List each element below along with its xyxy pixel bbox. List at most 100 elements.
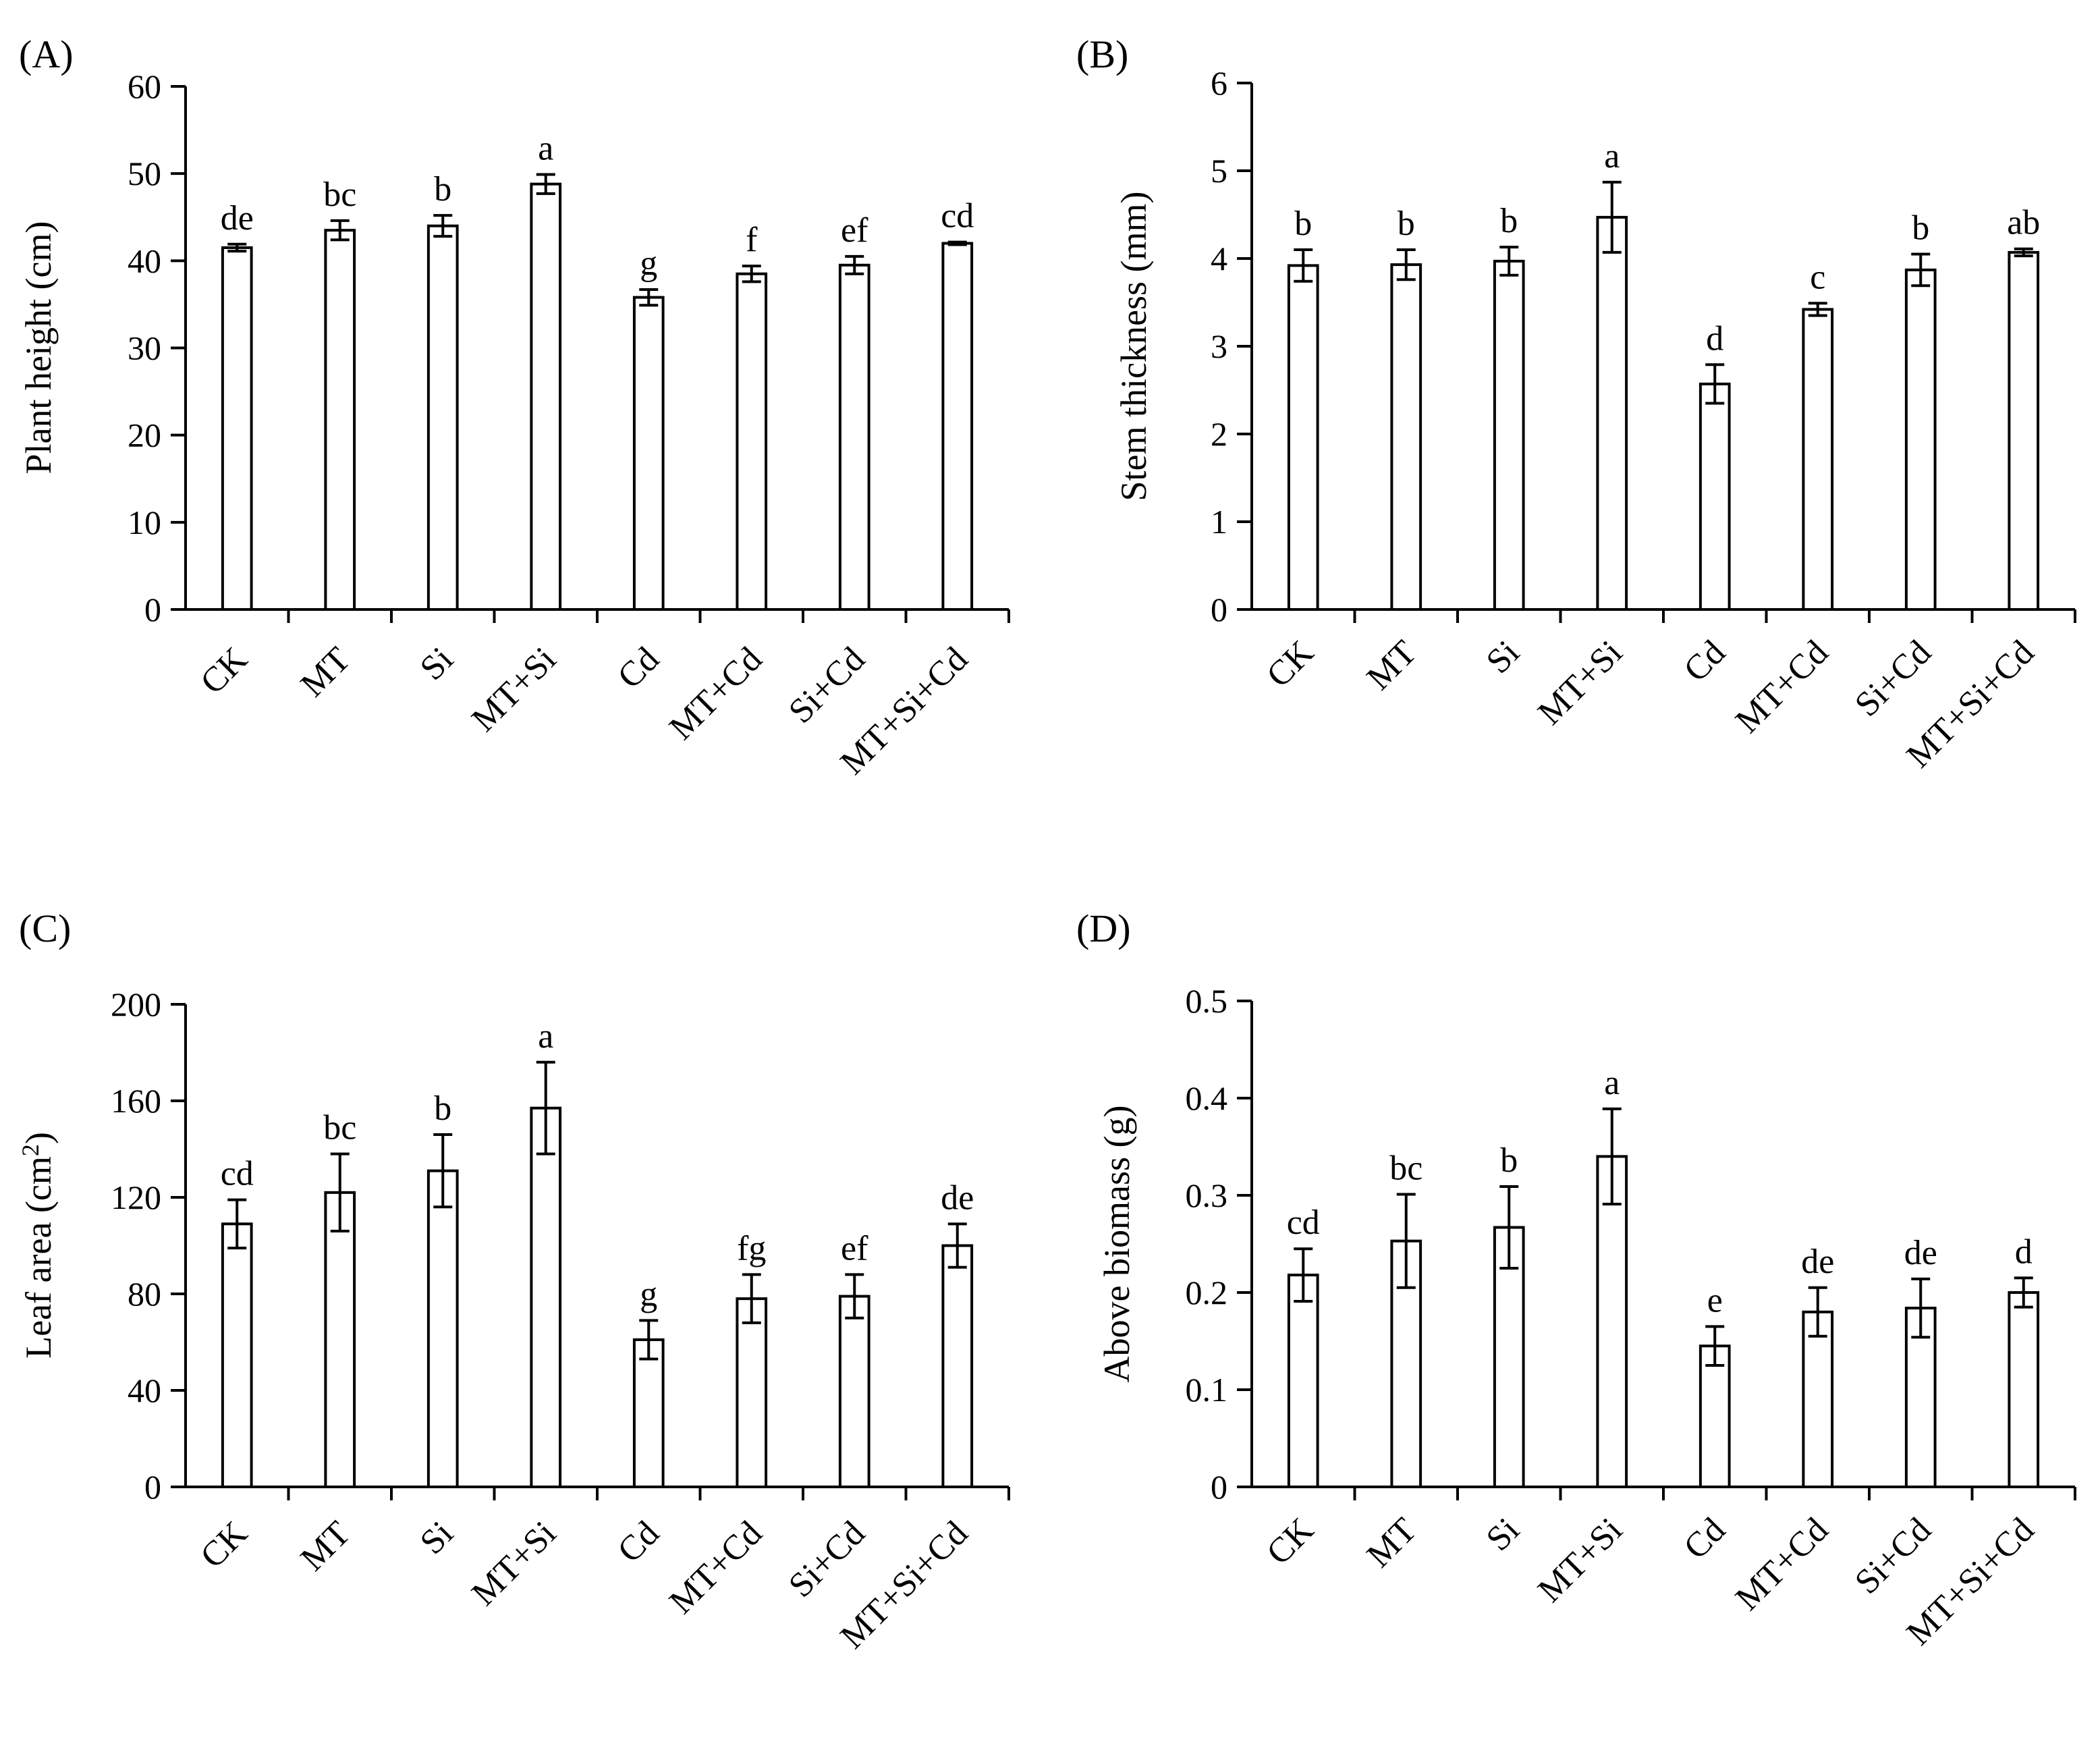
y-axis-label-text: Plant height (cm) bbox=[18, 221, 59, 474]
panel-label: (A) bbox=[19, 32, 74, 76]
category-label: Si+Cd bbox=[781, 1514, 873, 1605]
bar bbox=[426, 1169, 459, 1489]
bar bbox=[530, 1106, 562, 1488]
category-label: Cd bbox=[1677, 1511, 1733, 1567]
bar bbox=[324, 229, 356, 611]
y-tick-label: 40 bbox=[128, 1371, 161, 1409]
category-label: Si bbox=[413, 640, 461, 688]
bar bbox=[736, 1297, 768, 1489]
significance-letter: b bbox=[1500, 1141, 1518, 1180]
bar bbox=[2008, 1291, 2040, 1488]
category-label: MT+Si bbox=[1530, 1511, 1630, 1610]
category-label: Cd bbox=[611, 1514, 667, 1570]
y-tick-label: 2 bbox=[1211, 415, 1227, 453]
y-axis-label-text: Above biomass (g) bbox=[1097, 1106, 1137, 1383]
significance-letter: bc bbox=[323, 1109, 356, 1147]
y-tick-label: 0.1 bbox=[1186, 1371, 1228, 1409]
category-label: MT+Si bbox=[1530, 633, 1630, 732]
significance-letter: b bbox=[1912, 209, 1929, 248]
significance-letter: g bbox=[640, 1275, 657, 1313]
y-tick-label: 0 bbox=[144, 1468, 161, 1506]
significance-letter: ef bbox=[841, 211, 868, 250]
category-label: CK bbox=[193, 640, 255, 702]
y-tick-label: 0.2 bbox=[1186, 1274, 1228, 1311]
bar bbox=[426, 224, 459, 611]
bar bbox=[221, 1222, 253, 1488]
bar bbox=[1904, 268, 1937, 611]
category-label: MT bbox=[294, 640, 358, 704]
significance-letter: ab bbox=[2007, 204, 2040, 242]
significance-letter: de bbox=[1801, 1243, 1834, 1281]
category-label: MT+Cd bbox=[662, 640, 769, 747]
bar bbox=[1493, 259, 1525, 611]
significance-letter: b bbox=[1294, 205, 1312, 243]
y-tick-label: 5 bbox=[1211, 152, 1227, 190]
y-axis-label-text: Leaf area (cm bbox=[18, 1156, 59, 1359]
bar bbox=[838, 263, 871, 611]
bar bbox=[1802, 1310, 1834, 1489]
significance-letter: bc bbox=[323, 175, 356, 214]
panel-label: (D) bbox=[1076, 906, 1131, 950]
y-tick-label: 20 bbox=[128, 416, 161, 454]
significance-letter: d bbox=[2015, 1232, 2033, 1271]
y-tick-label: 1 bbox=[1211, 503, 1227, 541]
bar bbox=[632, 296, 665, 611]
bar bbox=[1596, 215, 1628, 611]
significance-letter: de bbox=[941, 1178, 974, 1217]
panel-label: (C) bbox=[19, 906, 71, 950]
category-label: Si+Cd bbox=[1848, 1511, 1939, 1602]
chart-panel-3: (C) 0 40 80 120 160 200 Leaf area (cm2) cd CK bc MT… bbox=[17, 906, 1010, 1656]
y-tick-label: 0 bbox=[1211, 591, 1227, 628]
bar bbox=[1596, 1155, 1628, 1489]
category-label: MT bbox=[1360, 1511, 1424, 1575]
y-tick-label: 160 bbox=[111, 1082, 161, 1120]
y-axis-label-superscript: 2 bbox=[17, 1144, 44, 1156]
significance-letter: cd bbox=[221, 1155, 254, 1193]
category-label: Si bbox=[413, 1514, 461, 1562]
significance-letter: a bbox=[538, 1017, 553, 1056]
category-label: Si bbox=[1479, 633, 1527, 681]
y-tick-label: 0.3 bbox=[1186, 1176, 1228, 1214]
bar bbox=[2008, 250, 2040, 611]
bar bbox=[221, 246, 253, 611]
y-axis-label-tail: ) bbox=[18, 1132, 59, 1144]
significance-letter: b bbox=[1398, 205, 1415, 243]
y-tick-label: 0 bbox=[144, 591, 161, 628]
y-tick-label: 6 bbox=[1211, 64, 1227, 102]
category-label: Cd bbox=[611, 640, 667, 696]
significance-letter: d bbox=[1706, 319, 1723, 358]
significance-letter: ef bbox=[841, 1229, 868, 1268]
bar bbox=[1698, 382, 1731, 611]
y-tick-label: 0.5 bbox=[1186, 982, 1228, 1020]
significance-letter: cd bbox=[1287, 1203, 1320, 1242]
bar bbox=[1698, 1344, 1731, 1488]
y-tick-label: 30 bbox=[128, 329, 161, 367]
y-tick-label: 10 bbox=[128, 504, 161, 541]
y-tick-label: 0 bbox=[1211, 1468, 1227, 1506]
y-tick-label: 120 bbox=[111, 1178, 161, 1216]
bar bbox=[1287, 1274, 1319, 1488]
bar bbox=[632, 1338, 665, 1489]
y-tick-label: 3 bbox=[1211, 327, 1227, 365]
category-label: MT bbox=[294, 1514, 358, 1578]
category-label: CK bbox=[193, 1514, 255, 1576]
y-tick-label: 50 bbox=[128, 155, 161, 192]
y-axis-label: Plant height (cm) bbox=[18, 221, 59, 474]
bar bbox=[1802, 308, 1834, 611]
chart-panel-4: (D) 0 0.1 0.2 0.3 0.4 0.5 Above biomass (g) cd CK… bbox=[1076, 906, 2076, 1653]
y-axis-label-text: Stem thickness (mm) bbox=[1113, 192, 1154, 501]
bar bbox=[530, 182, 562, 611]
category-label: Si+Cd bbox=[781, 640, 873, 731]
significance-letter: b bbox=[434, 1089, 451, 1128]
significance-letter: a bbox=[1604, 1064, 1620, 1102]
category-label: MT bbox=[1360, 633, 1424, 697]
bar bbox=[1390, 263, 1422, 611]
category-label: Cd bbox=[1677, 633, 1733, 689]
bar bbox=[736, 272, 768, 611]
bar bbox=[324, 1191, 356, 1488]
y-axis-label: Above biomass (g) bbox=[1097, 1106, 1137, 1383]
significance-letter: g bbox=[640, 244, 657, 283]
significance-letter: fg bbox=[737, 1229, 766, 1268]
y-axis-label: Stem thickness (mm) bbox=[1113, 192, 1154, 501]
